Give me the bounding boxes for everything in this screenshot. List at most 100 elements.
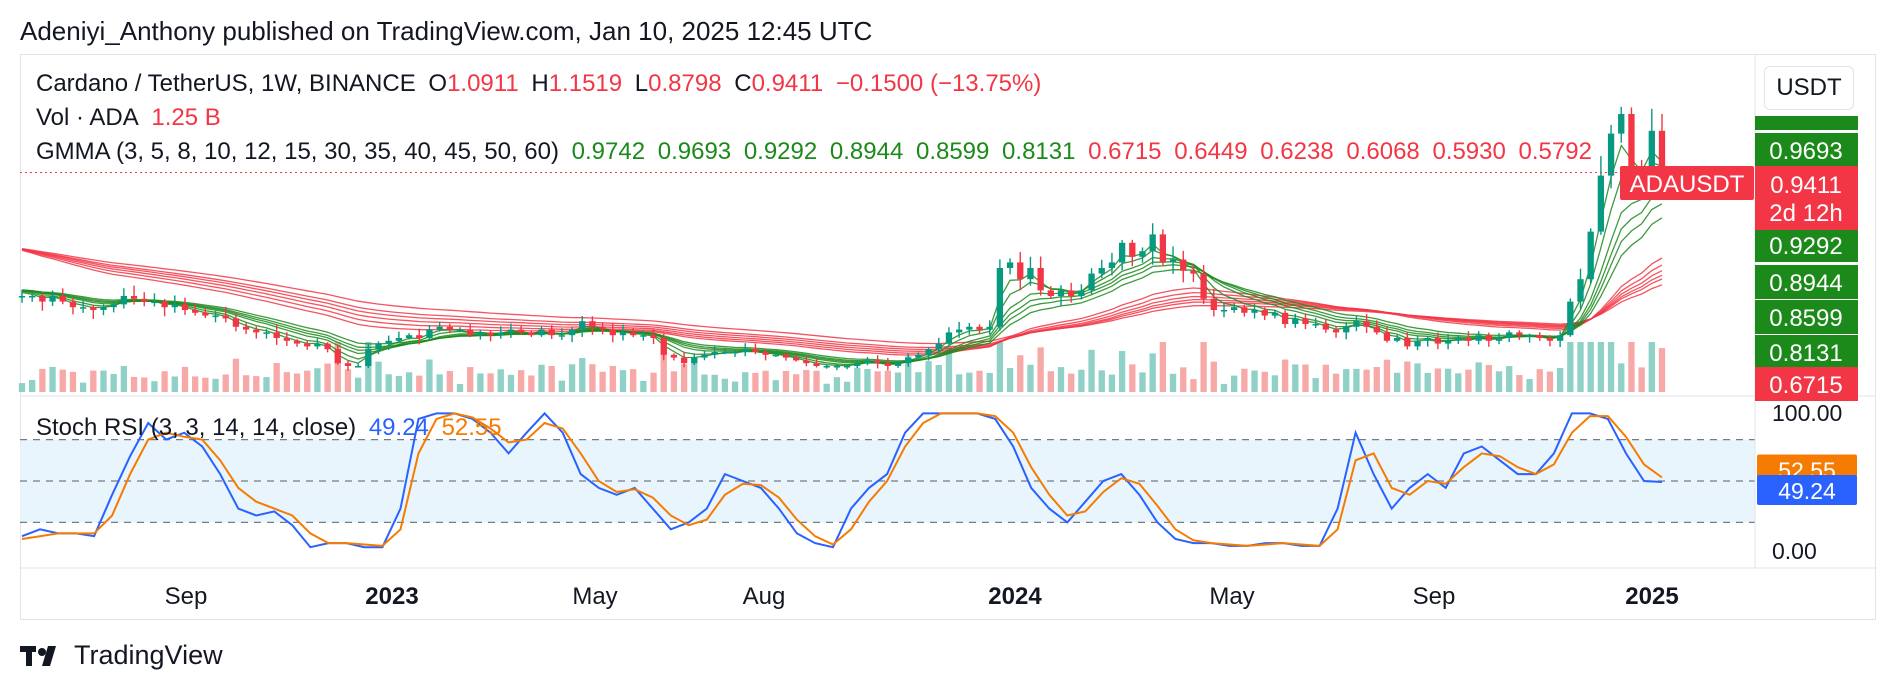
volume-bar [1006, 367, 1014, 392]
candle-body [1546, 338, 1554, 341]
candle-body [263, 332, 270, 334]
volume-bar [823, 383, 830, 392]
axis-tag-clipped [1755, 116, 1858, 130]
symbol-label[interactable]: Cardano / TetherUS, 1W, BINANCE [36, 70, 416, 97]
volume-bar [1292, 364, 1299, 392]
volume-bar [405, 372, 413, 392]
candle-body [273, 332, 280, 338]
volume-bar [1393, 372, 1401, 392]
volume-bar [161, 371, 168, 392]
gmma-short-value: 0.9742 [571, 138, 646, 165]
ohlc-legend: Cardano / TetherUS, 1W, BINANCE O1.0911 … [36, 70, 1047, 98]
candle-body [1485, 335, 1492, 341]
stoch-axis-label: 0.00 [1772, 538, 1817, 564]
volume-bar [100, 370, 107, 392]
candle-body [1373, 326, 1380, 333]
volume-bar [354, 377, 362, 392]
volume-bar [90, 370, 97, 392]
candle-body [395, 338, 403, 341]
price-axis-tag-text: 0.6715 [1769, 372, 1842, 399]
volume-bar [782, 370, 790, 392]
volume-bar [375, 361, 382, 392]
time-tick-label: May [1209, 583, 1254, 610]
volume-bar [1434, 368, 1442, 392]
gmma-long-value: 0.6715 [1088, 138, 1162, 165]
candle-body [1332, 329, 1340, 333]
candle-body [619, 332, 627, 336]
gmma-label[interactable]: GMMA (3, 5, 8, 10, 12, 15, 30, 35, 40, 4… [36, 138, 559, 165]
candle-body [1241, 307, 1248, 313]
volume-bar [49, 366, 56, 392]
volume-value: 1.25 B [151, 104, 221, 131]
candle-body [90, 307, 97, 310]
volume-bar [1353, 368, 1360, 392]
volume-bar [538, 364, 545, 392]
candle-body [293, 340, 301, 344]
candle-body [232, 318, 240, 327]
volume-bar [1302, 364, 1309, 392]
candle-body [1648, 130, 1655, 184]
gmma-short-value: 0.8131 [1002, 138, 1076, 165]
candle-body [670, 354, 678, 358]
candle-body [721, 352, 729, 354]
volume-bar [1414, 363, 1421, 392]
candle-body [1017, 262, 1024, 280]
candle-body [1108, 262, 1116, 268]
volume-bar [1068, 373, 1075, 392]
gmma-long-value: 0.5930 [1432, 138, 1506, 165]
candle-body [69, 301, 77, 308]
candle-body [680, 357, 688, 364]
candle-body [1343, 326, 1350, 333]
volume-bar [192, 376, 199, 392]
volume-bar [630, 369, 637, 392]
tradingview-brand[interactable]: TradingView [20, 640, 223, 671]
open-label: O [428, 70, 448, 97]
candle-body [212, 315, 219, 318]
time-tick-label: Sep [1413, 583, 1456, 610]
candle-body [446, 326, 453, 330]
volume-bar [1658, 348, 1666, 392]
candle-body [609, 329, 616, 336]
candle-body [192, 310, 199, 313]
volume-label[interactable]: Vol · ADA [36, 104, 139, 131]
volume-bar [395, 376, 403, 392]
candle-body [864, 360, 871, 364]
candle-body [1149, 234, 1156, 252]
currency-button[interactable]: USDT [1764, 66, 1854, 110]
volume-bar [1098, 370, 1105, 392]
volume-bar [589, 364, 596, 392]
gmma-short-line [21, 203, 1663, 363]
candle-body [1353, 321, 1360, 327]
volume-bar [69, 371, 77, 392]
stoch-axis-label: 100.00 [1772, 400, 1842, 426]
volume-bar [1312, 378, 1319, 392]
candle-body [304, 343, 311, 347]
volume-bar [1322, 364, 1330, 392]
volume-bar [986, 372, 993, 392]
low-label: L [634, 70, 649, 97]
volume-bar [1383, 359, 1391, 392]
candle-body [579, 321, 586, 330]
candle-body [507, 329, 515, 333]
volume-bar [1108, 374, 1116, 392]
candle-body [467, 329, 474, 336]
candle-body [1465, 338, 1472, 341]
price-axis-tag [1755, 367, 1858, 401]
candle-body [39, 296, 46, 302]
stoch-label[interactable]: Stoch RSI (3, 3, 14, 14, close) [36, 414, 357, 441]
candle-body [1322, 324, 1330, 330]
stoch-d-value: 52.55 [441, 414, 502, 441]
price-axis-tag [1755, 265, 1858, 299]
volume-bar [1241, 368, 1248, 392]
volume-bar [1465, 369, 1472, 392]
candle-body [894, 363, 902, 366]
volume-bar [59, 369, 66, 392]
candle-body [640, 335, 647, 337]
candle-body [110, 304, 117, 308]
candle-body [1628, 114, 1635, 173]
volume-bar [1638, 367, 1645, 392]
candle-body [772, 354, 779, 357]
candle-body [242, 326, 250, 330]
candle-body [426, 329, 433, 338]
